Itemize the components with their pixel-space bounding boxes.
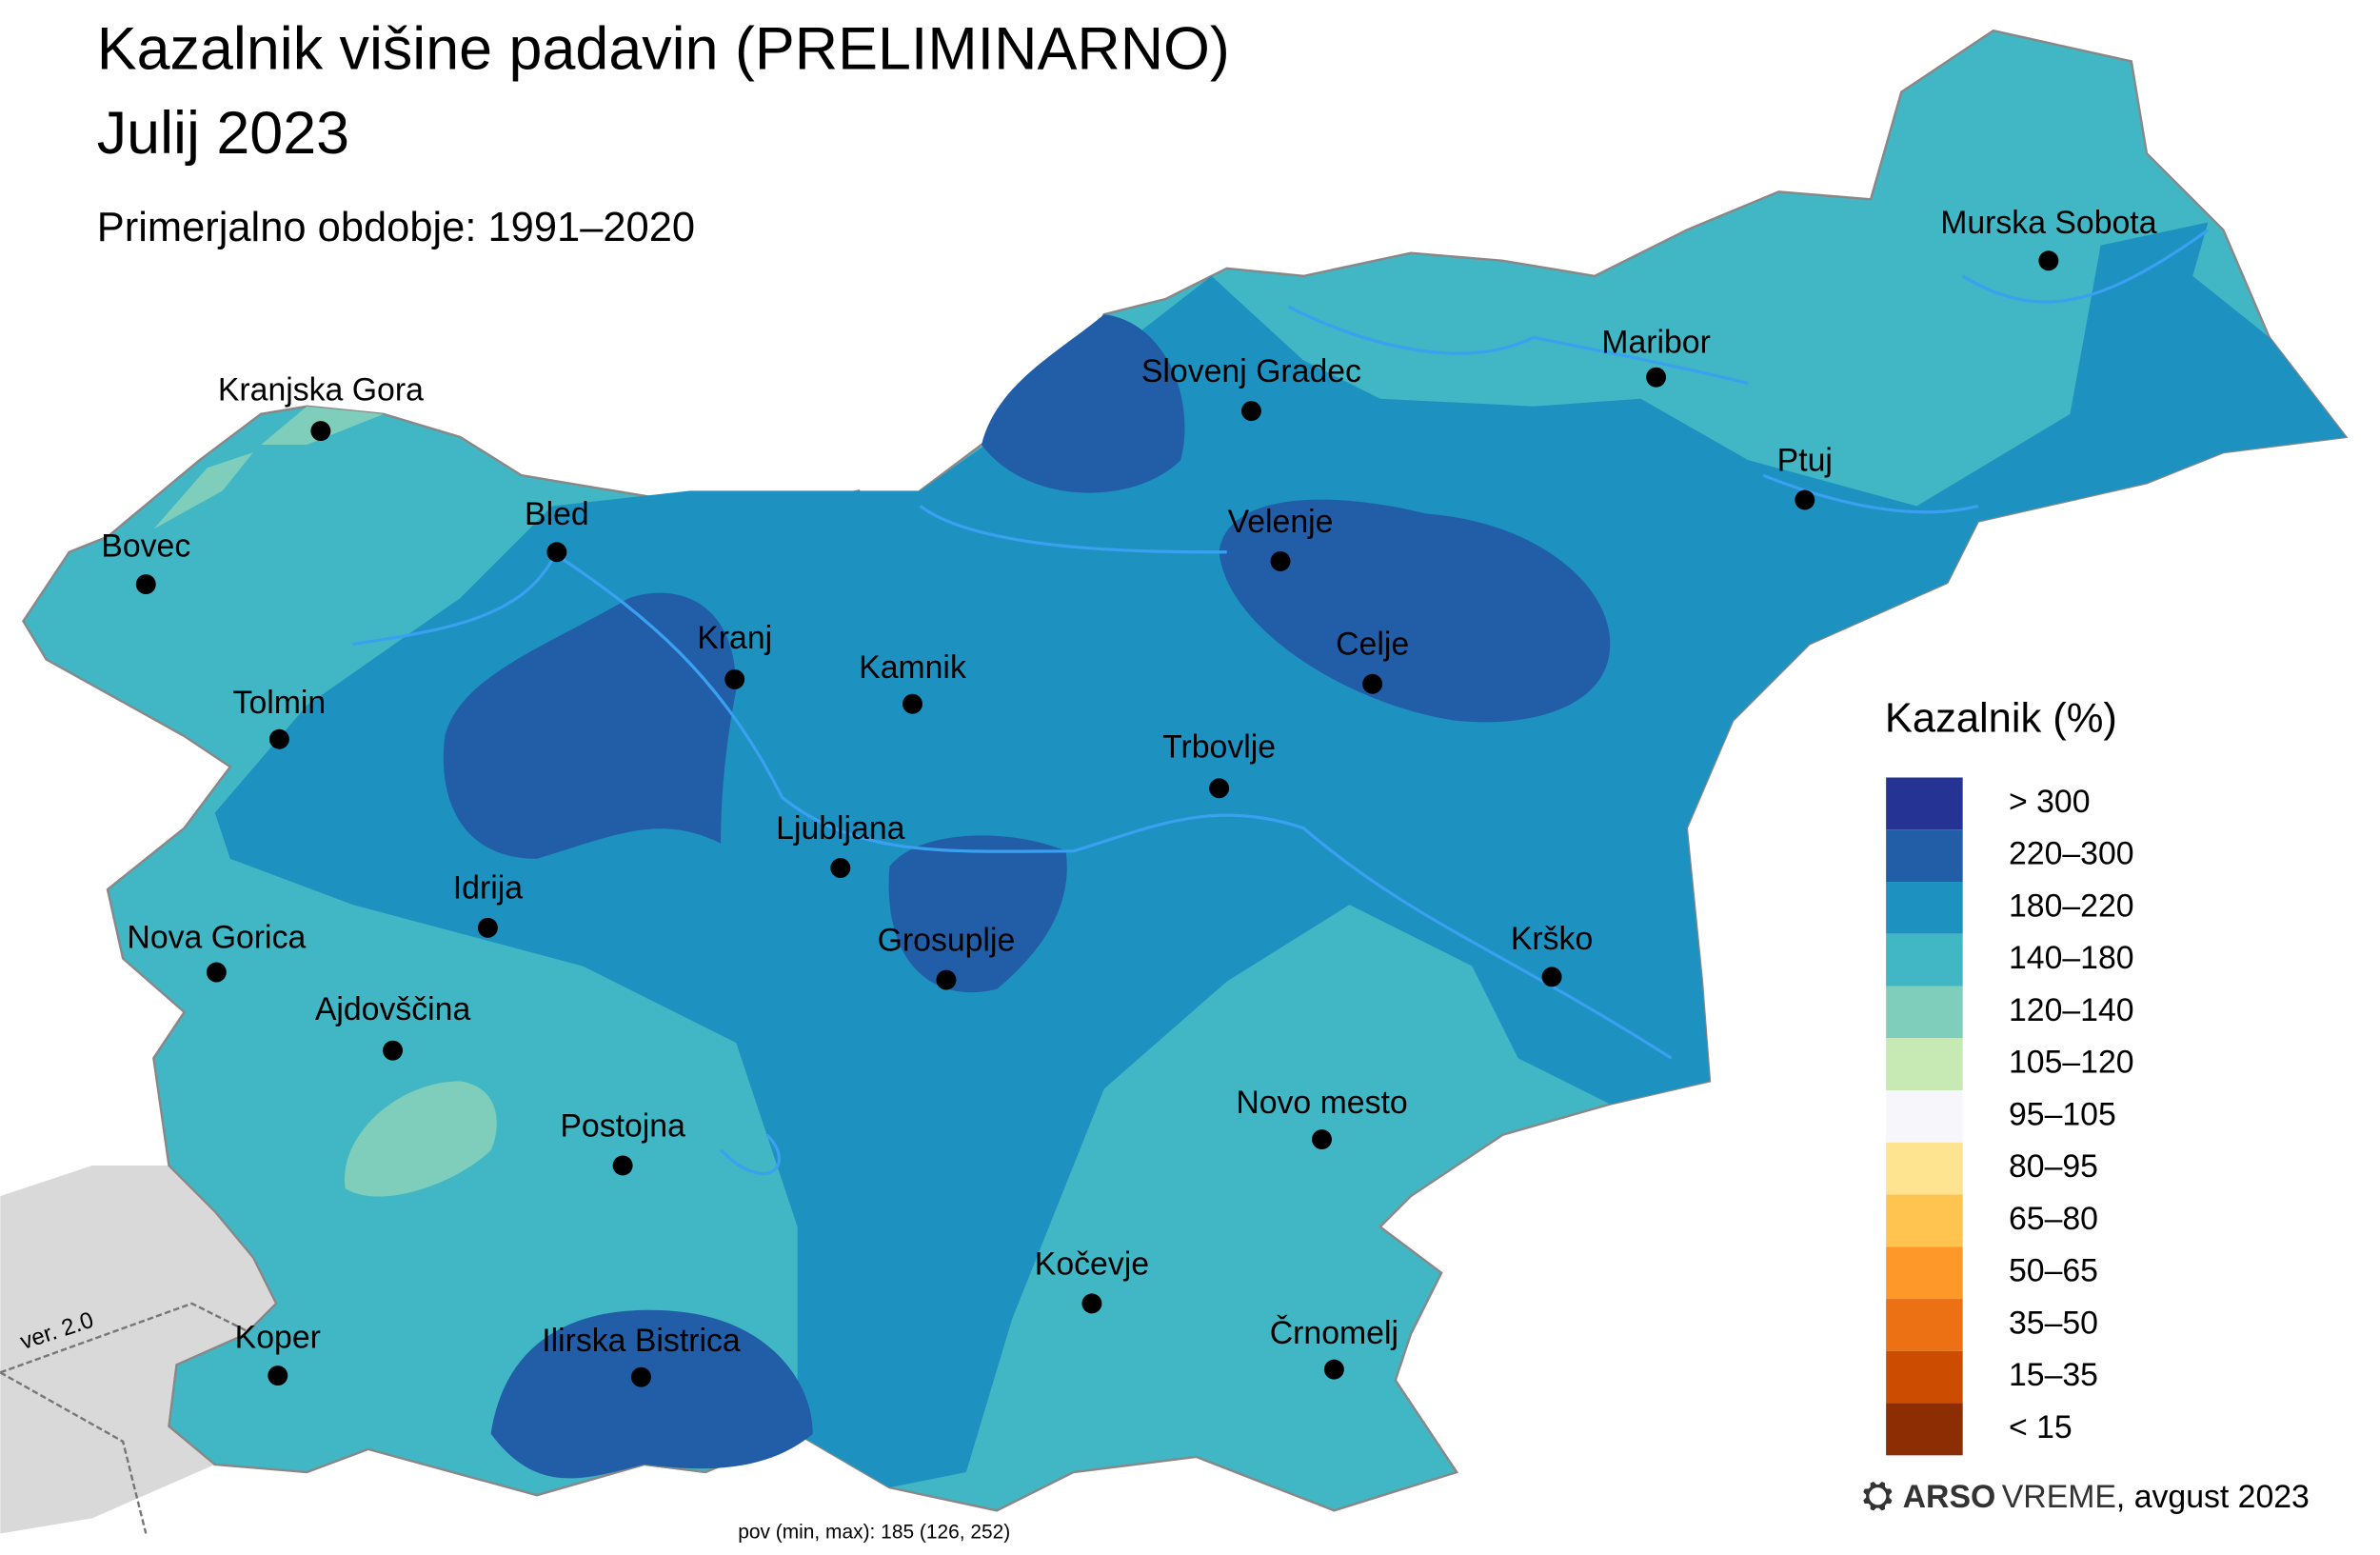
legend-swatch [1886,1246,1963,1300]
city-dot [206,962,227,983]
legend-label: 35–50 [2009,1305,2098,1341]
legend-swatch [1886,933,1963,987]
city-dot [1081,1293,1102,1314]
city-dot [1240,401,1261,422]
legend-swatch [1886,829,1963,883]
city-dot [830,858,851,878]
legend-swatch [1886,1038,1963,1091]
city-label: Postojna [560,1107,685,1144]
zone-220-300 [981,314,1185,493]
city-label: Koper [235,1320,321,1356]
city-label: Kranj [697,620,772,656]
legend-label: 220–300 [2009,836,2134,872]
city-dot [1541,967,1562,987]
city-dot [310,421,331,442]
legend-label: < 15 [2009,1409,2073,1445]
city-label: Grosuplje [878,922,1016,958]
city-dot [1795,489,1815,510]
legend-swatch [1886,1299,1963,1351]
title-line2: Julij 2023 [97,100,349,167]
city-label: Celje [1336,627,1409,663]
legend-label: 180–220 [2009,887,2134,924]
legend-swatch [1886,1194,1963,1247]
city-dot [383,1040,404,1061]
city-label: Črnomelj [1270,1315,1398,1351]
city-label: Tolmin [233,685,327,721]
legend-swatch [1886,1142,1963,1195]
zone-220-300 [490,1309,813,1479]
city-label: Trbovlje [1162,729,1276,766]
city-label: Ljubljana [776,810,905,847]
city-dot [1209,778,1230,799]
legend-label: 80–95 [2009,1148,2098,1185]
city-label: Ilirska Bistrica [542,1323,741,1359]
city-label: Bovec [101,528,190,565]
city-label: Ptuj [1777,442,1833,478]
legend-label: 105–120 [2009,1045,2134,1081]
city-label: Slovenj Gradec [1141,353,1361,389]
city-dot [546,542,567,563]
zone-180-220 [214,222,2347,1488]
stats: pov (min, max): 185 (126, 252) [738,1521,1010,1543]
city-dot [1362,673,1383,694]
legend-label: 65–80 [2009,1201,2098,1237]
city-dot [630,1366,651,1387]
legend-label: 120–140 [2009,992,2134,1028]
city-label: Kamnik [859,649,966,686]
legend-swatch [1886,882,1963,934]
city-label: Maribor [1601,324,1711,360]
credit-icon: ⛭ [1863,1475,1903,1516]
city-dot [2038,250,2059,271]
credit-product: VREME [2002,1479,2116,1515]
legend-swatch [1886,1403,1963,1456]
zone-120-140 [344,1081,497,1197]
city-label: Murska Sobota [1940,205,2157,241]
zone-220-300 [1219,499,1611,723]
city-dot [936,969,957,990]
city-label: Novo mesto [1236,1085,1407,1121]
city-dot [477,917,498,938]
cities: Kranjska Gora Bovec Bled Kranj Tolmin Kamnik S… [101,205,2157,1387]
city-dot [612,1155,633,1176]
city-dot [724,668,745,689]
legend-label: 15–35 [2009,1357,2098,1393]
legend-title: Kazalnik (%) [1885,695,2117,741]
city-dot [268,1366,288,1386]
city-dot [1646,367,1667,388]
city-label: Bled [525,496,589,532]
city-dot [1312,1129,1332,1150]
city-dot [902,693,922,714]
legend-label: > 300 [2009,784,2091,820]
legend: Kazalnik (%) > 300 220–300 180–220 140–180 1… [1885,695,2134,1456]
legend-swatch [1886,986,1963,1039]
city-dot [135,574,156,595]
city-label: Kočevje [1035,1246,1149,1282]
city-dot [1270,550,1291,571]
credit-brand: ARSO [1903,1479,1996,1515]
legend-swatch [1886,1090,1963,1143]
city-dot [1323,1359,1344,1380]
neighbour-area [0,1165,277,1534]
city-label: Velenje [1228,504,1334,540]
legend-swatch [1886,1350,1963,1404]
legend-label: 140–180 [2009,940,2134,976]
city-label: Krško [1511,921,1593,957]
city-label: Ajdovščina [315,991,471,1027]
credit: ⛭ ARSO VREME, avgust 2023 [1863,1475,2310,1516]
city-label: Nova Gorica [127,919,306,955]
zone-220-300 [888,835,1067,993]
credit-date: , avgust 2023 [2116,1479,2310,1515]
title-line1: Kazalnik višine padavin (PRELIMINARNO) [97,15,1230,82]
zone-220-300 [443,592,737,859]
legend-swatch [1886,777,1963,830]
city-dot [268,728,289,749]
city-label: Kranjska Gora [218,371,424,408]
city-label: Idrija [453,870,523,907]
river [352,229,2210,1176]
subtitle: Primerjalno obdobje: 1991–2020 [97,205,695,250]
legend-label: 50–65 [2009,1253,2098,1289]
legend-label: 95–105 [2009,1096,2116,1132]
